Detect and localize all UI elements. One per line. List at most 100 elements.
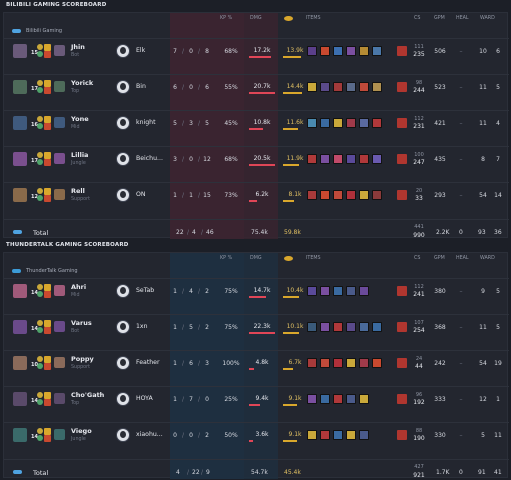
sort-damage[interactable]: DMG [250, 256, 262, 261]
sort-kp[interactable]: KP % [220, 16, 233, 21]
player-row[interactable]: 15 Jhin Bot Elk 7 0 8 / / 68% 17.2k 13.9k 111 235 506 –… [4, 38, 509, 72]
heal-header[interactable]: HEAL [456, 256, 469, 261]
ward-header[interactable]: WARD [480, 256, 495, 261]
item-icon[interactable] [307, 118, 317, 128]
item-icon[interactable] [307, 82, 317, 92]
item-icon[interactable] [320, 190, 330, 200]
item-icon[interactable] [372, 82, 382, 92]
item-icon[interactable] [307, 430, 317, 440]
item-icon[interactable] [307, 46, 317, 56]
sort-damage[interactable]: DMG [250, 16, 262, 21]
player-row[interactable]: 17 Yorick Top Bin 6 0 6 / / 55% 20.7k 14.4k 98 244 523… [4, 74, 509, 108]
item-icon[interactable] [372, 190, 382, 200]
trinket-icon[interactable] [397, 322, 407, 332]
item-icon[interactable] [320, 286, 330, 296]
trinket-icon[interactable] [397, 190, 407, 200]
champion-name[interactable]: Jhin [71, 43, 85, 51]
items-header[interactable]: ITEMS [306, 256, 321, 261]
trinket-icon[interactable] [397, 286, 407, 296]
champion-name[interactable]: Viego [71, 427, 92, 435]
item-icon[interactable] [346, 430, 356, 440]
gpm-header[interactable]: GPM [434, 256, 445, 261]
trinket-icon[interactable] [397, 358, 407, 368]
player-row[interactable]: 14 Varus Bot 1xn 1 5 2 / / 75% 22.3k 10.1k 107 254 368… [4, 314, 509, 348]
item-icon[interactable] [346, 286, 356, 296]
item-icon[interactable] [359, 190, 369, 200]
item-icon[interactable] [346, 322, 356, 332]
item-icon[interactable] [333, 394, 343, 404]
item-icon[interactable] [346, 46, 356, 56]
items-header[interactable]: ITEMS [306, 16, 321, 21]
player-name[interactable]: Feather [136, 359, 160, 366]
player-row[interactable]: 14 Viego Jungle xiaohu... 0 0 2 / / 50% 3.6k 9.1k 88… [4, 422, 509, 456]
player-row[interactable]: 10 Poppy Support Feather 1 6 3 / / 100% 4.8k 6.7k 24… [4, 350, 509, 384]
item-icon[interactable] [320, 394, 330, 404]
champion-name[interactable]: Ahri [71, 283, 87, 291]
item-icon[interactable] [333, 46, 343, 56]
item-icon[interactable] [320, 46, 330, 56]
item-icon[interactable] [320, 118, 330, 128]
item-icon[interactable] [359, 358, 369, 368]
player-row[interactable]: 17 Lillia Jungle Beichu... 3 0 12//68% 20.5k 11.… [4, 146, 509, 180]
item-icon[interactable] [346, 358, 356, 368]
item-icon[interactable] [346, 190, 356, 200]
item-icon[interactable] [320, 430, 330, 440]
player-name[interactable]: HOYA [136, 395, 153, 402]
item-icon[interactable] [333, 430, 343, 440]
ward-header[interactable]: WARD [480, 16, 495, 21]
player-row[interactable]: 14 Cho'Gath Top HOYA 1 7 0 / / 25% 9.4k 9.1k 96 192 33… [4, 386, 509, 420]
player-name[interactable]: xiaohu... [136, 431, 163, 438]
item-icon[interactable] [333, 190, 343, 200]
trinket-icon[interactable] [397, 430, 407, 440]
cs-header[interactable]: CS [414, 256, 421, 261]
item-icon[interactable] [359, 154, 369, 164]
item-icon[interactable] [307, 322, 317, 332]
player-row[interactable]: 12 Rell Support ON 1 1 15//73% 6.2k 8.1k 20 33 293–… [4, 182, 509, 216]
item-icon[interactable] [359, 82, 369, 92]
item-icon[interactable] [359, 118, 369, 128]
player-row[interactable]: 14 Ahri Mid SeTab 1 4 2//75% 14.7k 10.4k 112 241 38… [4, 278, 509, 312]
champion-name[interactable]: Lillia [71, 151, 89, 159]
champion-name[interactable]: Yone [71, 115, 89, 123]
item-icon[interactable] [320, 358, 330, 368]
player-name[interactable]: SeTab [136, 287, 155, 294]
item-icon[interactable] [333, 286, 343, 296]
item-icon[interactable] [359, 322, 369, 332]
item-icon[interactable] [307, 394, 317, 404]
item-icon[interactable] [307, 154, 317, 164]
item-icon[interactable] [307, 358, 317, 368]
heal-header[interactable]: HEAL [456, 16, 469, 21]
item-icon[interactable] [320, 322, 330, 332]
item-icon[interactable] [346, 154, 356, 164]
item-icon[interactable] [372, 154, 382, 164]
item-icon[interactable] [372, 358, 382, 368]
item-icon[interactable] [359, 430, 369, 440]
champion-name[interactable]: Rell [71, 187, 85, 195]
item-icon[interactable] [359, 394, 369, 404]
champion-name[interactable]: Varus [71, 319, 92, 327]
item-icon[interactable] [346, 82, 356, 92]
cs-header[interactable]: CS [414, 16, 421, 21]
item-icon[interactable] [346, 118, 356, 128]
trinket-icon[interactable] [397, 154, 407, 164]
champion-name[interactable]: Cho'Gath [71, 391, 105, 399]
player-name[interactable]: 1xn [136, 323, 148, 330]
item-icon[interactable] [333, 322, 343, 332]
player-row[interactable]: 16 Yone Mid knight 5 3 5 / / 45% 10.8k 11.6k 112 231 4… [4, 110, 509, 144]
item-icon[interactable] [333, 118, 343, 128]
item-icon[interactable] [372, 46, 382, 56]
item-icon[interactable] [320, 154, 330, 164]
player-name[interactable]: knight [136, 119, 156, 126]
item-icon[interactable] [359, 46, 369, 56]
item-icon[interactable] [333, 82, 343, 92]
champion-name[interactable]: Poppy [71, 355, 94, 363]
item-icon[interactable] [333, 154, 343, 164]
player-name[interactable]: ON [136, 191, 146, 198]
item-icon[interactable] [372, 322, 382, 332]
trinket-icon[interactable] [397, 46, 407, 56]
player-name[interactable]: Elk [136, 47, 146, 54]
gpm-header[interactable]: GPM [434, 16, 445, 21]
item-icon[interactable] [346, 394, 356, 404]
item-icon[interactable] [307, 190, 317, 200]
item-icon[interactable] [372, 118, 382, 128]
